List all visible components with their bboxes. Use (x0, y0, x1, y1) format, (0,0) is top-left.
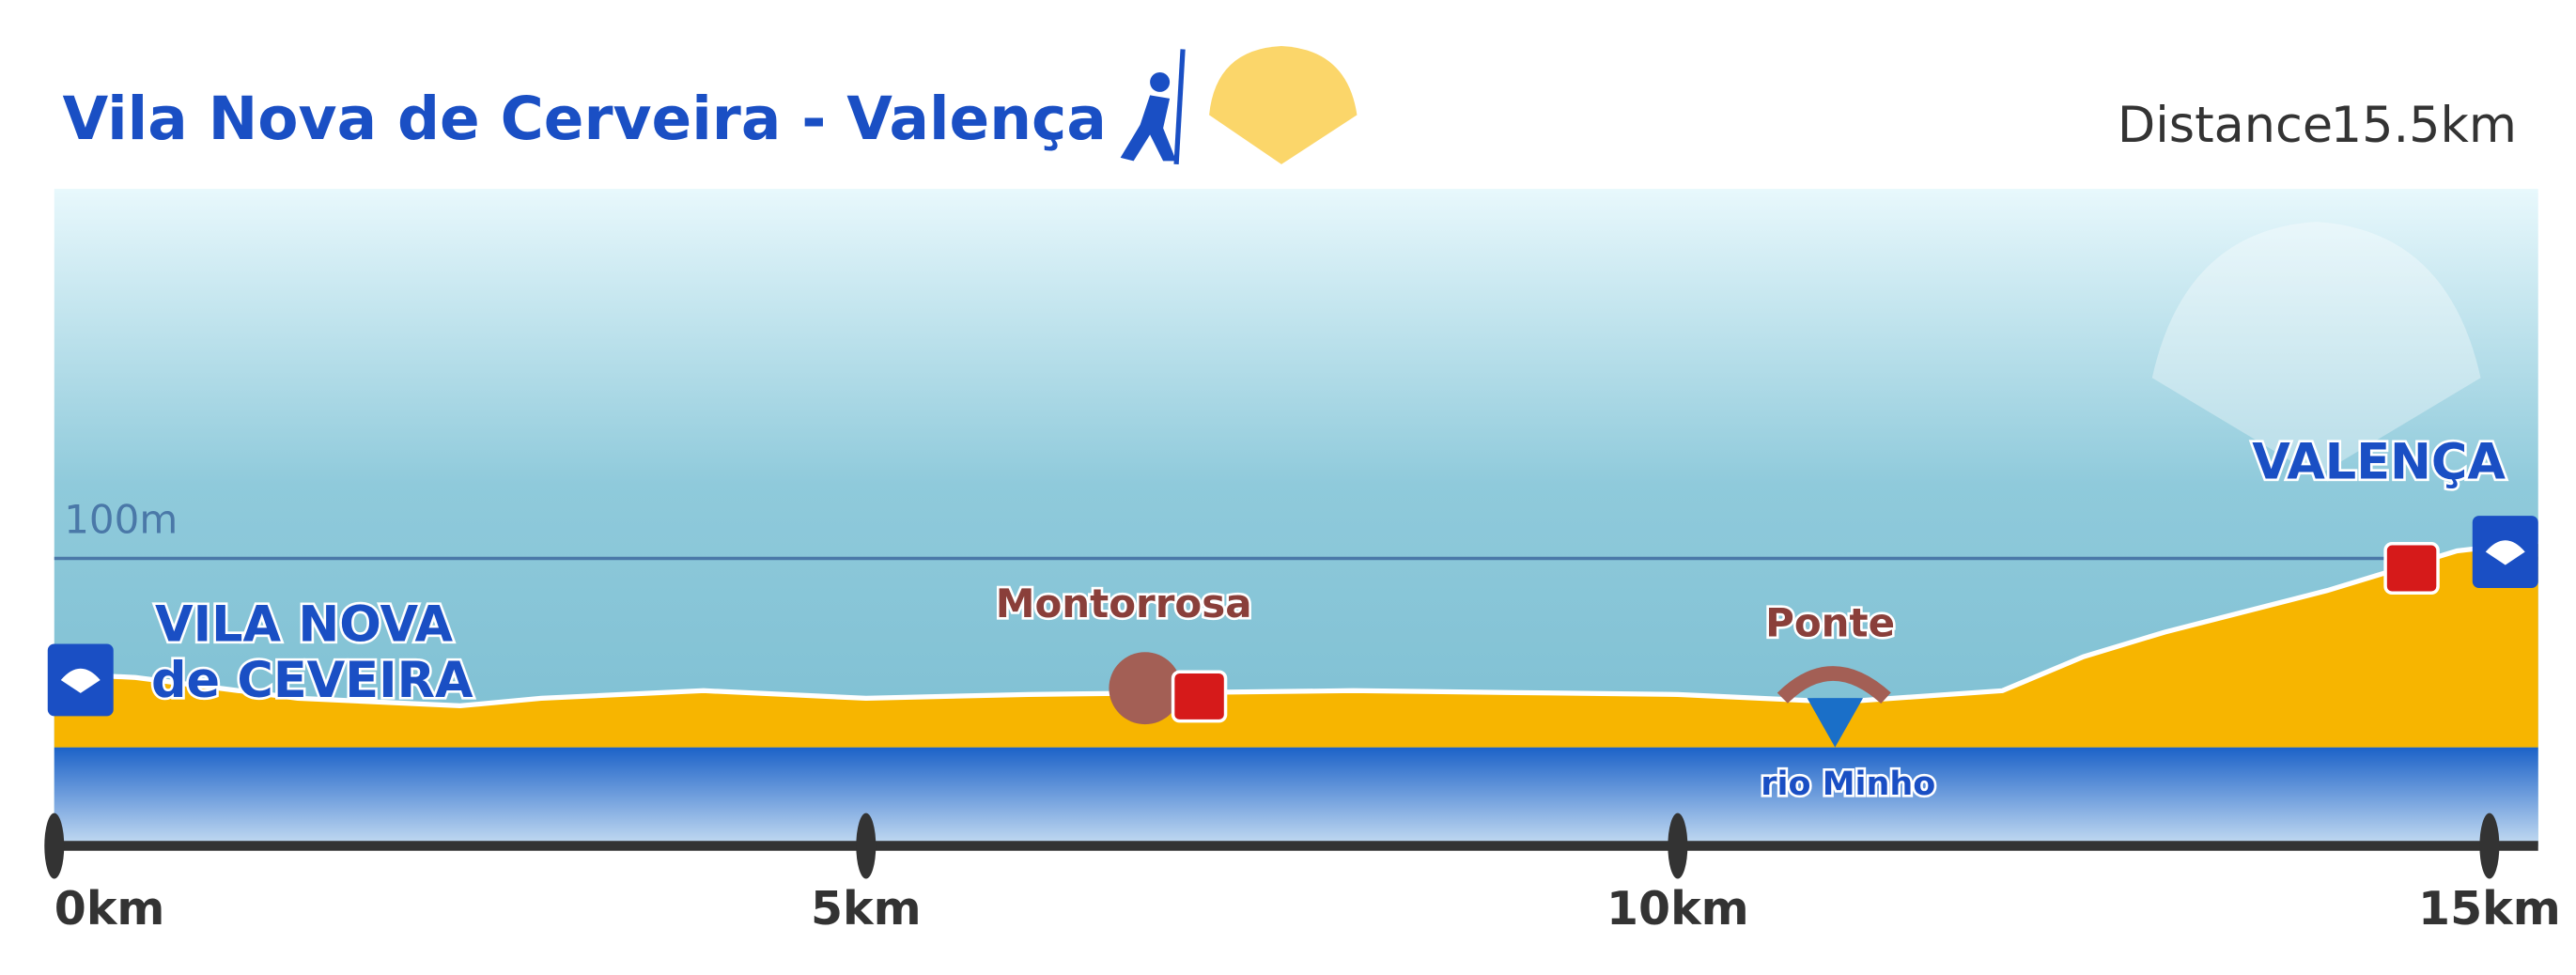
elevation-line (54, 538, 2539, 709)
montorrosa-marker (1109, 652, 1182, 725)
annotation: Montorrosa (996, 580, 1252, 627)
annotation: Ponte (1765, 600, 1895, 646)
shell-watermark (2151, 222, 2481, 477)
shell-icon (1209, 45, 1358, 164)
elevation-area (54, 541, 2538, 748)
x-tick-label: 10km (1606, 882, 1749, 936)
shell-badge-icon (2485, 540, 2525, 565)
x-tick-label: 5km (811, 882, 922, 936)
annotation: VILA NOVA (155, 596, 453, 654)
bridge-icon (1777, 666, 1891, 704)
x-tick (856, 812, 877, 879)
annotation: rio Minho (1761, 766, 1935, 803)
distance-label: Distance (2118, 97, 2333, 154)
cafe-icon (1171, 670, 1228, 723)
annotation: VALENÇA (2252, 434, 2506, 491)
chart-title: Vila Nova de Cerveira - Valença (63, 85, 1107, 153)
shell-badge-icon (60, 668, 101, 693)
x-tick (2479, 812, 2500, 879)
x-tick (44, 812, 65, 879)
x-tick-label: 15km (2418, 882, 2561, 936)
y-tick-label: 100m (64, 497, 178, 543)
hiker-icon (1120, 49, 1186, 165)
x-tick (1668, 812, 1688, 879)
cafe-icon (2383, 542, 2440, 596)
distance-value: 15.5km (2331, 97, 2517, 154)
river-marker (1807, 698, 1864, 748)
annotation: de CEVEIRA (151, 652, 473, 709)
x-tick-label: 0km (54, 882, 165, 936)
river (54, 747, 2538, 846)
